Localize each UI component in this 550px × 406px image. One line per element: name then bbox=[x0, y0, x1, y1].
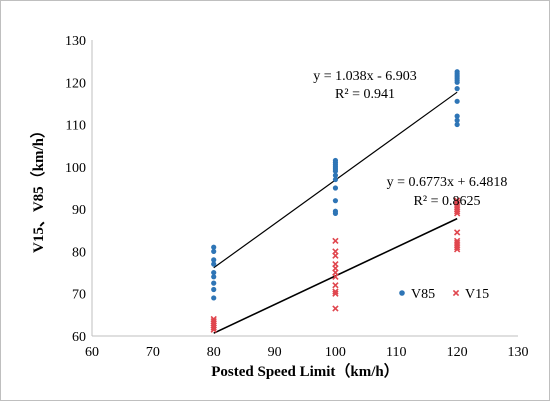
point-v85 bbox=[454, 79, 460, 85]
point-v85 bbox=[332, 172, 339, 178]
point-v15 bbox=[332, 290, 339, 297]
point-v15 bbox=[332, 237, 339, 245]
y-tick-labels: 60 70 80 90 100 110 120 130 bbox=[65, 34, 86, 345]
point-v15 bbox=[210, 326, 217, 333]
v15-equation-label: y = 0.6773x + 6.4818 bbox=[387, 175, 508, 190]
point-v85 bbox=[332, 176, 339, 183]
legend-x-stroke bbox=[452, 289, 460, 297]
x-tick-label: 130 bbox=[508, 345, 529, 360]
y-tick-label: 110 bbox=[66, 119, 86, 134]
point-v85 bbox=[211, 295, 217, 301]
x-axis-title: Posted Speed Limit（km/h） bbox=[211, 362, 399, 380]
point-v85 bbox=[454, 113, 460, 119]
x-tick-label: 70 bbox=[146, 345, 160, 360]
point-v85 bbox=[211, 248, 217, 255]
point-v15 bbox=[210, 324, 217, 331]
y-tick-label: 100 bbox=[65, 161, 86, 176]
x-marker-stroke bbox=[453, 246, 461, 253]
y-tick-label: 130 bbox=[65, 34, 86, 49]
x-tick-label: 100 bbox=[325, 345, 346, 360]
point-v15 bbox=[453, 246, 461, 253]
point-v15 bbox=[332, 252, 339, 259]
y-tick-label: 60 bbox=[72, 330, 86, 345]
y-axis-title: V15、V85（km/h） bbox=[29, 123, 47, 253]
point-v85 bbox=[454, 98, 460, 104]
x-marker-stroke bbox=[332, 252, 339, 259]
point-v85 bbox=[332, 198, 339, 204]
point-v85 bbox=[211, 286, 217, 293]
x-marker-stroke bbox=[332, 282, 339, 289]
point-v85 bbox=[454, 86, 460, 92]
x-marker-stroke bbox=[332, 273, 339, 280]
point-v15 bbox=[332, 288, 339, 295]
v85-r2-label: R² = 0.941 bbox=[335, 87, 395, 102]
legend-label-v85: V85 bbox=[411, 287, 435, 302]
x-marker-stroke bbox=[453, 229, 461, 236]
v15-r2-label: R² = 0.8625 bbox=[414, 194, 481, 209]
x-marker-stroke bbox=[332, 288, 339, 295]
point-v85 bbox=[454, 121, 460, 128]
point-v85 bbox=[211, 244, 217, 250]
y-tick-label: 70 bbox=[72, 288, 86, 303]
x-tick-labels: 60 70 80 90 100 110 120 130 bbox=[85, 345, 529, 360]
point-v15 bbox=[332, 273, 339, 280]
trendline-annotations: y = 1.038x - 6.903 R² = 0.941 y = 0.6773… bbox=[313, 69, 507, 209]
point-v85 bbox=[211, 269, 217, 276]
y-tick-label: 120 bbox=[65, 76, 86, 91]
point-v15 bbox=[453, 229, 461, 236]
legend-marker-v85 bbox=[399, 290, 405, 296]
point-v85 bbox=[211, 280, 217, 286]
legend-marker-v15 bbox=[452, 289, 460, 297]
x-tick-label: 120 bbox=[447, 345, 468, 360]
point-v85 bbox=[211, 261, 217, 267]
legend: V85 V15 bbox=[399, 287, 489, 302]
x-marker-stroke bbox=[210, 326, 217, 333]
x-tick-label: 90 bbox=[268, 345, 282, 360]
legend-label-v15: V15 bbox=[465, 287, 489, 302]
x-marker-stroke bbox=[453, 244, 461, 251]
axes bbox=[91, 40, 518, 337]
point-v15 bbox=[453, 208, 461, 215]
x-marker-stroke bbox=[453, 210, 461, 217]
data-points bbox=[210, 69, 461, 333]
x-tick-label: 60 bbox=[85, 345, 99, 360]
x-marker-stroke bbox=[210, 324, 217, 331]
point-v85 bbox=[332, 210, 339, 216]
point-v15 bbox=[453, 210, 461, 217]
x-tick-label: 110 bbox=[386, 345, 406, 360]
x-marker-stroke bbox=[332, 305, 339, 312]
point-v85 bbox=[211, 274, 217, 280]
x-marker-stroke bbox=[332, 237, 339, 245]
v85-equation-label: y = 1.038x - 6.903 bbox=[313, 69, 417, 84]
point-v15 bbox=[332, 282, 339, 289]
point-v85 bbox=[454, 117, 460, 123]
point-v85 bbox=[211, 257, 217, 263]
point-v15 bbox=[332, 305, 339, 312]
point-v85 bbox=[332, 185, 339, 191]
x-marker-stroke bbox=[453, 208, 461, 215]
x-marker-stroke bbox=[332, 290, 339, 297]
y-tick-label: 80 bbox=[72, 245, 86, 260]
point-v85 bbox=[332, 168, 339, 174]
point-v15 bbox=[453, 244, 461, 251]
x-tick-label: 80 bbox=[207, 345, 221, 360]
y-tick-label: 90 bbox=[72, 203, 86, 218]
